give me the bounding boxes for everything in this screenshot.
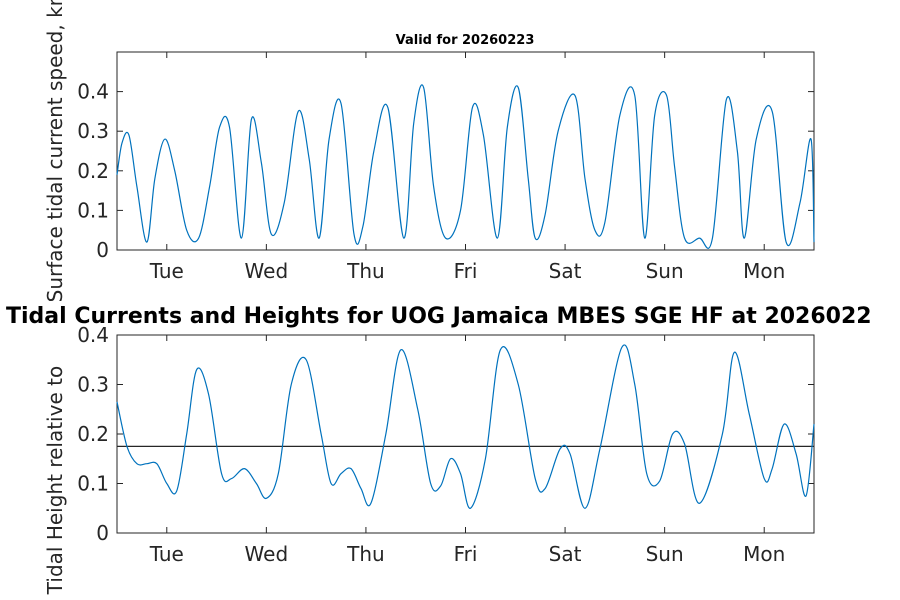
y-tick-label: 0.1 <box>77 472 109 496</box>
top-y-axis-label: Surface tidal current speed, kn <box>43 0 67 302</box>
x-tick-label: Sat <box>549 259 582 283</box>
y-tick-label: 0.3 <box>77 119 109 143</box>
x-tick-label: Sun <box>646 542 684 566</box>
y-tick-label: 0 <box>96 238 109 262</box>
bottom-axes-box <box>116 334 815 534</box>
x-tick-label: Thu <box>346 259 385 283</box>
x-tick-label: Sat <box>549 542 582 566</box>
x-tick-label: Tue <box>149 259 184 283</box>
x-tick-label: Sun <box>646 259 684 283</box>
x-tick-label: Tue <box>149 542 184 566</box>
bottom-chart: 0 0.1 0.2 0.3 0.4 Tue Wed Thu Fri Sat Sun Mon Tida… <box>6 304 872 595</box>
y-tick-label: 0.4 <box>77 323 109 347</box>
bottom-series-line <box>116 344 815 509</box>
x-tick-label: Fri <box>454 542 478 566</box>
x-tick-label: Thu <box>346 542 385 566</box>
top-chart-title: Valid for 20260223 <box>396 33 535 48</box>
top-x-ticks: Tue Wed Thu Fri Sat Sun Mon <box>149 52 785 283</box>
x-tick-label: Mon <box>743 542 785 566</box>
top-axes-box <box>116 51 815 251</box>
x-tick-label: Wed <box>245 259 289 283</box>
bottom-x-ticks: Tue Wed Thu Fri Sat Sun Mon <box>149 335 785 566</box>
bottom-y-ticks: 0 0.1 0.2 0.3 0.4 <box>77 323 814 545</box>
y-tick-label: 0.1 <box>77 198 109 222</box>
x-tick-label: Wed <box>245 542 289 566</box>
top-y-ticks: 0 0.1 0.2 0.3 0.4 <box>77 80 814 262</box>
top-chart: 0 0.1 0.2 0.3 0.4 Tue Wed Thu Fri Sat Sun Mon Vali… <box>43 0 815 302</box>
y-tick-label: 0 <box>96 521 109 545</box>
x-tick-label: Fri <box>454 259 478 283</box>
bottom-y-axis-label: Tidal Height relative to <box>43 366 67 595</box>
y-tick-label: 0.4 <box>77 80 109 104</box>
y-tick-label: 0.2 <box>77 159 109 183</box>
y-tick-label: 0.3 <box>77 373 109 397</box>
y-tick-label: 0.2 <box>77 422 109 446</box>
top-series-line <box>116 84 815 249</box>
x-tick-label: Mon <box>743 259 785 283</box>
bottom-chart-title: Tidal Currents and Heights for UOG Jamai… <box>6 304 872 329</box>
